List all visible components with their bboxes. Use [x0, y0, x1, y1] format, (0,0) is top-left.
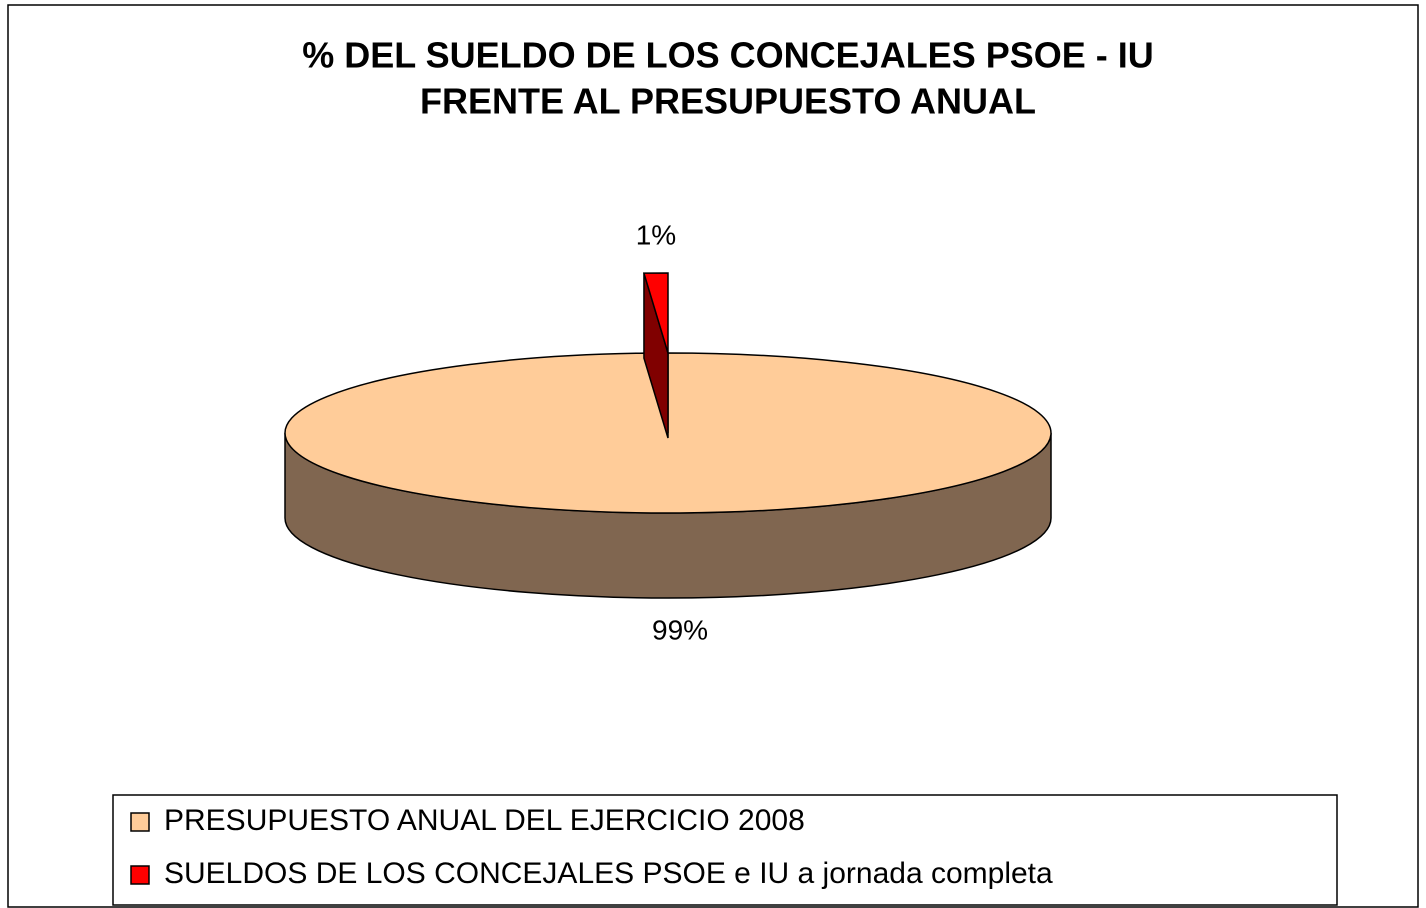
legend-label: SUELDOS DE LOS CONCEJALES PSOE e IU a jo…: [164, 857, 1053, 890]
data-label: 1%: [636, 219, 676, 250]
chart-title: % DEL SUELDO DE LOS CONCEJALES PSOE - IU: [302, 35, 1153, 76]
data-label: 99%: [652, 614, 708, 645]
legend-box: [112, 794, 1338, 906]
chart-title: FRENTE AL PRESUPUESTO ANUAL: [420, 81, 1036, 122]
pie-slice: [642, 272, 669, 354]
legend-label: PRESUPUESTO ANUAL DEL EJERCICIO 2008: [164, 804, 805, 837]
legend-swatch: [130, 865, 150, 885]
legend-swatch: [130, 812, 150, 832]
